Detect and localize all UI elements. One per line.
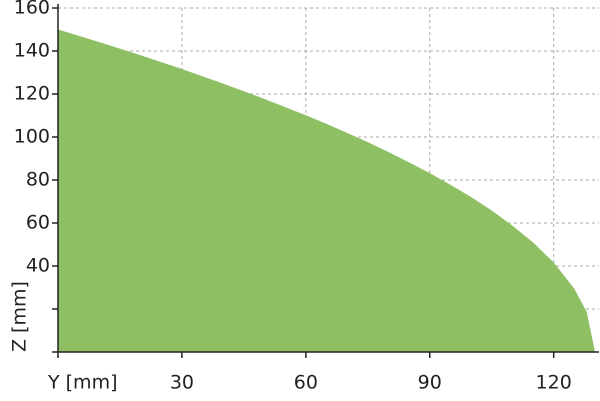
y-tick-label: 60 [26,212,50,234]
x-tick-label: 90 [418,372,442,394]
x-tick-label: 30 [170,372,194,394]
x-tick-label: 60 [294,372,318,394]
x-axis-label: Y [mm] [47,372,118,394]
y-tick-label: 140 [14,40,50,62]
y-tick-label: 120 [14,83,50,105]
area [58,29,595,352]
y-axis-label: Z [mm] [9,281,31,352]
y-tick-label: 100 [14,126,50,148]
y-tick-label: 160 [14,0,50,19]
x-tick-label: 120 [536,372,572,394]
y-tick-label: 80 [26,169,50,191]
y-tick-label: 40 [26,255,50,277]
